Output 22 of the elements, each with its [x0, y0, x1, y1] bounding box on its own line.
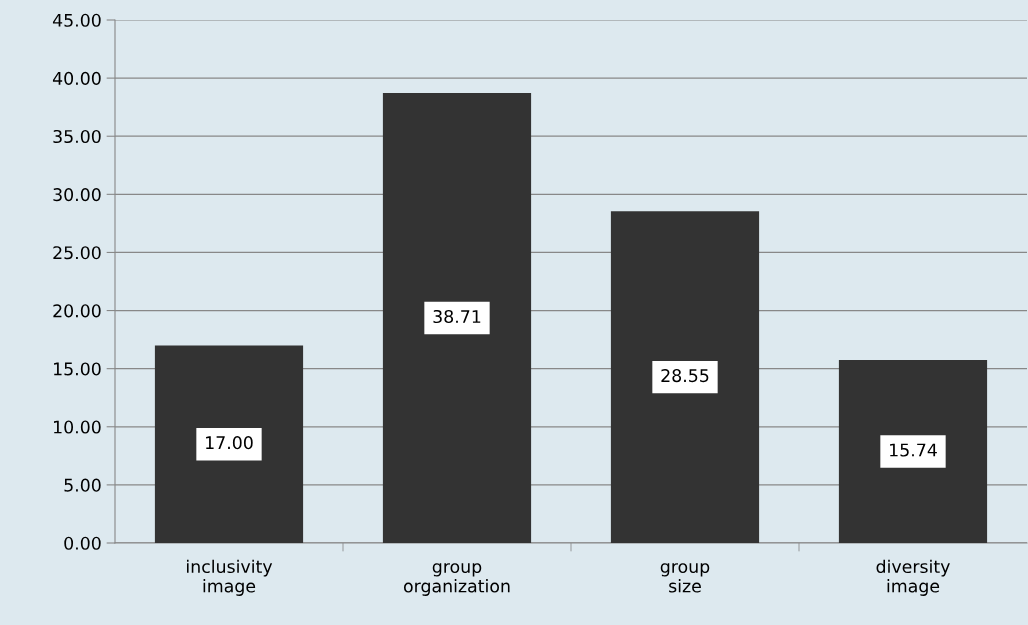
bar [838, 360, 988, 543]
y-tick-label: 5.00 [64, 478, 101, 492]
y-tick-label: 40.00 [52, 71, 101, 85]
bar [610, 211, 760, 543]
x-tick-label: inclusivity image [187, 559, 273, 596]
x-tick-label: group organization [403, 563, 510, 596]
x-tick-label: diversity image [876, 559, 950, 596]
data-label: 28.55 [661, 369, 709, 383]
bar [382, 93, 532, 543]
x-tick-label: group size [660, 563, 710, 593]
y-tick-label: 10.00 [54, 420, 101, 434]
data-label: 38.71 [433, 309, 481, 324]
y-tick-label: 20.00 [53, 304, 101, 318]
y-tick-label: 30.00 [53, 188, 101, 202]
y-tick-label: 45.00 [52, 13, 101, 27]
y-tick-label: 35.00 [53, 129, 101, 144]
bar [154, 345, 304, 543]
y-tick-label: 15.00 [54, 362, 101, 376]
data-label: 15.74 [890, 443, 937, 457]
y-tick-label: 25.00 [53, 246, 101, 260]
y-tick-label: 0.00 [64, 536, 101, 550]
data-label: 17.00 [206, 436, 253, 450]
